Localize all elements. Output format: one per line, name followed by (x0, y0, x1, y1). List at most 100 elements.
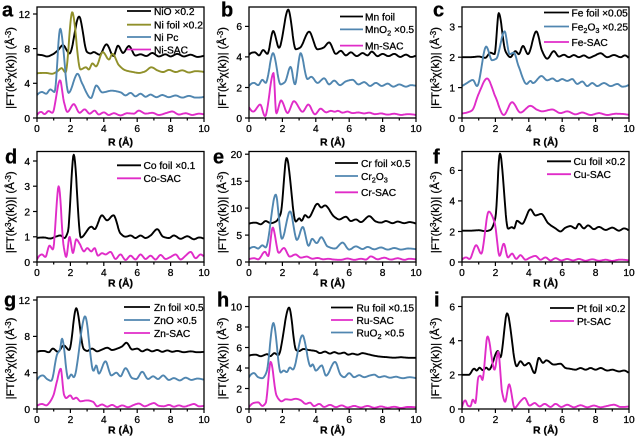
svg-text:2: 2 (493, 268, 499, 279)
svg-text:4: 4 (313, 415, 319, 426)
svg-text:R (Å): R (Å) (320, 277, 345, 290)
svg-text:|FT(k3χ(k))| (Å-3): |FT(k3χ(k))| (Å-3) (216, 171, 229, 253)
svg-text:1: 1 (449, 83, 455, 94)
svg-text:8: 8 (236, 323, 242, 334)
svg-text:8: 8 (380, 268, 386, 279)
svg-text:1: 1 (24, 233, 30, 244)
svg-text:6: 6 (346, 124, 352, 135)
svg-text:8: 8 (593, 124, 599, 135)
svg-text:2: 2 (449, 53, 455, 64)
svg-text:Cr foil ×0.5: Cr foil ×0.5 (361, 159, 411, 170)
svg-text:10: 10 (231, 204, 243, 215)
svg-text:0: 0 (449, 405, 455, 416)
svg-text:Cu-SAC: Cu-SAC (574, 170, 611, 181)
svg-text:4: 4 (526, 124, 532, 135)
svg-text:4: 4 (313, 124, 319, 135)
svg-text:4: 4 (449, 197, 455, 208)
svg-text:R (Å): R (Å) (320, 424, 345, 437)
svg-text:4: 4 (313, 268, 319, 279)
svg-text:Zn foil ×0.5: Zn foil ×0.5 (154, 303, 204, 314)
svg-text:6: 6 (236, 343, 242, 354)
svg-text:6: 6 (134, 124, 140, 135)
svg-text:8: 8 (593, 415, 599, 426)
svg-text:4: 4 (101, 124, 107, 135)
svg-text:4: 4 (236, 53, 242, 64)
svg-text:|FT(k3χ(k))| (Å-3): |FT(k3χ(k))| (Å-3) (4, 27, 17, 109)
svg-text:0: 0 (236, 114, 242, 125)
svg-text:10: 10 (198, 415, 210, 426)
svg-text:d: d (5, 147, 17, 169)
svg-text:0: 0 (34, 415, 40, 426)
svg-text:|FT(k3χ(k))| (Å-3): |FT(k3χ(k))| (Å-3) (429, 317, 442, 399)
svg-text:Cu foil ×0.2: Cu foil ×0.2 (574, 157, 626, 168)
svg-text:2: 2 (68, 415, 74, 426)
svg-text:Fe-SAC: Fe-SAC (572, 38, 608, 49)
svg-text:12: 12 (19, 296, 31, 307)
svg-text:15: 15 (231, 177, 243, 188)
svg-text:R (Å): R (Å) (320, 135, 345, 148)
svg-text:6: 6 (449, 302, 455, 313)
svg-text:4: 4 (24, 79, 30, 90)
svg-text:12: 12 (19, 10, 31, 21)
svg-text:8: 8 (593, 268, 599, 279)
svg-text:0: 0 (246, 415, 252, 426)
svg-text:2: 2 (449, 227, 455, 238)
svg-text:0: 0 (24, 114, 30, 125)
svg-text:a: a (2, 0, 14, 22)
svg-text:4: 4 (24, 369, 30, 380)
svg-text:R (Å): R (Å) (533, 424, 558, 437)
svg-text:2: 2 (236, 384, 242, 395)
svg-text:Fe2O3 ×0.25: Fe2O3 ×0.25 (572, 22, 629, 35)
svg-text:Cr-SAC: Cr-SAC (361, 188, 396, 199)
svg-text:8: 8 (380, 415, 386, 426)
svg-text:Co foil ×0.1: Co foil ×0.1 (144, 161, 196, 172)
svg-text:10: 10 (623, 124, 635, 135)
svg-text:2: 2 (236, 83, 242, 94)
svg-text:RuO2 ×0.5: RuO2 ×0.5 (357, 328, 405, 341)
svg-text:4: 4 (101, 415, 107, 426)
svg-text:20: 20 (231, 150, 243, 161)
svg-text:4: 4 (24, 157, 30, 168)
svg-text:3: 3 (24, 182, 30, 193)
svg-text:5: 5 (236, 231, 242, 242)
svg-text:3: 3 (449, 23, 455, 34)
svg-text:2: 2 (449, 371, 455, 382)
svg-text:i: i (434, 290, 440, 312)
svg-text:10: 10 (231, 302, 243, 313)
svg-text:4: 4 (526, 268, 532, 279)
svg-text:10: 10 (410, 415, 422, 426)
svg-text:0: 0 (449, 258, 455, 269)
svg-text:Zn-SAC: Zn-SAC (154, 329, 190, 340)
svg-text:Ru-SAC: Ru-SAC (357, 316, 394, 327)
svg-text:0: 0 (449, 114, 455, 125)
svg-text:|FT(k3χ(k))| (Å-3): |FT(k3χ(k))| (Å-3) (429, 27, 442, 109)
svg-text:10: 10 (198, 268, 210, 279)
svg-text:2: 2 (280, 415, 286, 426)
svg-text:0: 0 (246, 124, 252, 135)
svg-text:6: 6 (559, 124, 565, 135)
svg-text:Mn foil: Mn foil (365, 12, 395, 23)
svg-text:Ni-SAC: Ni-SAC (154, 45, 188, 56)
svg-text:2: 2 (280, 268, 286, 279)
svg-text:10: 10 (410, 124, 422, 135)
svg-text:R (Å): R (Å) (108, 277, 133, 290)
svg-text:6: 6 (559, 415, 565, 426)
svg-text:0: 0 (236, 405, 242, 416)
svg-text:2: 2 (493, 124, 499, 135)
svg-text:R (Å): R (Å) (533, 135, 558, 148)
svg-text:8: 8 (380, 124, 386, 135)
svg-text:Mn-SAC: Mn-SAC (365, 41, 404, 52)
svg-text:Ni foil ×0.2: Ni foil ×0.2 (154, 21, 203, 32)
svg-text:8: 8 (168, 268, 174, 279)
svg-text:4: 4 (101, 268, 107, 279)
svg-text:8: 8 (168, 124, 174, 135)
svg-text:h: h (217, 290, 229, 312)
svg-text:6: 6 (346, 415, 352, 426)
svg-text:Fe foil ×0.05: Fe foil ×0.05 (572, 8, 629, 19)
svg-text:c: c (433, 0, 444, 22)
svg-text:6: 6 (559, 268, 565, 279)
svg-text:Pt foil ×0.2: Pt foil ×0.2 (577, 304, 626, 315)
svg-text:2: 2 (493, 415, 499, 426)
svg-text:|FT(k3χ(k))| (Å-3): |FT(k3χ(k))| (Å-3) (216, 317, 229, 399)
svg-text:0: 0 (459, 415, 465, 426)
